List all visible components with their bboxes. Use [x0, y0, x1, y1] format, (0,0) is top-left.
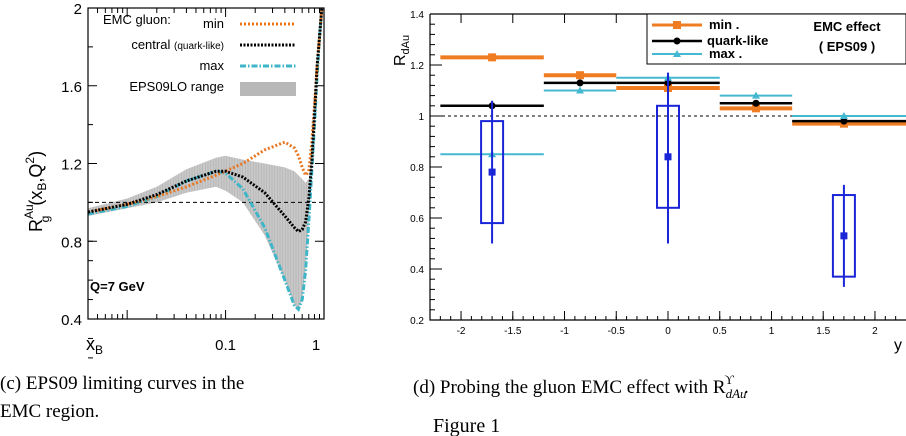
- legend-left: EMC gluon: min central (quark-like) max …: [103, 12, 296, 96]
- x-tick-label-left: 0.1: [215, 337, 236, 354]
- legend-range-label: EPS09LO range: [129, 79, 224, 94]
- data-points-right: [480, 72, 856, 287]
- x-tick-label-left: 1: [312, 337, 320, 354]
- curves-left: [88, 8, 324, 312]
- annotation-q: Q=7 GeV: [90, 279, 145, 294]
- legend-central-label: central (quark-like): [131, 37, 224, 52]
- legend-min-marker-r: [673, 21, 681, 29]
- marker-max: [576, 86, 585, 94]
- legend-range-swatch: [240, 82, 296, 96]
- xlabel-right: y: [894, 337, 902, 354]
- legend-min-label-r: min .: [709, 17, 739, 32]
- marker-quark-like: [752, 99, 760, 107]
- legend-max-label-r: max .: [709, 46, 742, 61]
- data-point: [488, 168, 496, 176]
- x-tick-label-right: -1: [560, 326, 569, 337]
- y-tick-label-left: 0.4: [61, 312, 82, 329]
- y-tick-label-left: 1.2: [61, 157, 82, 174]
- x-tick-label-right: -1.5: [504, 326, 522, 337]
- data-point: [664, 153, 672, 161]
- xlabel-left: xB: [86, 334, 103, 357]
- y-tick-label-right: 1.4: [410, 10, 424, 21]
- x-tick-label-right: -0.5: [608, 326, 626, 337]
- legend-quark-label-r: quark-like: [707, 33, 768, 48]
- y-tick-label-right: 1: [418, 112, 424, 123]
- legend-box-line1: EMC effect: [813, 19, 881, 34]
- legend-max-marker-r: [673, 50, 681, 57]
- marker-max: [839, 112, 848, 119]
- band-area: [88, 8, 322, 310]
- legend-min-label: min: [203, 16, 224, 31]
- marker-quark-like: [576, 79, 584, 87]
- chart-left-emc-curves: 0.4 0.8 1.2 1.6 2 0.1 1 RAu g(xB,Q2) xB Q=7 GeV…: [0, 1, 325, 422]
- legend-quark-marker-r: [673, 37, 681, 45]
- y-tick-label-left: 1.6: [61, 79, 82, 96]
- ylabel-left: RAu g(xB,Q2): [22, 151, 52, 232]
- data-point: [840, 232, 848, 240]
- curve-central: [88, 8, 324, 234]
- legend-max-label: max: [199, 58, 224, 73]
- marker-min: [751, 104, 760, 113]
- eps09-range-band: [88, 8, 324, 319]
- x-tick-label-right: 1: [769, 326, 775, 337]
- y-tick-label-right: 0.8: [410, 163, 424, 174]
- chart-right-rdau: 0.2 0.4 0.6 0.8 1 1.2 1.4 -2 -1.5 -1 -0.5 0 0.5 1 1.5 2…: [392, 10, 906, 436]
- y-tick-label-right: 1.2: [410, 61, 424, 72]
- legend-right-frame: [646, 13, 906, 65]
- figure-label: Figure 1: [433, 415, 500, 436]
- x-tick-label-right: -2: [457, 326, 466, 337]
- x-tick-label-right: 2: [872, 326, 878, 337]
- y-tick-label-left: 0.8: [61, 234, 82, 251]
- ticks-left: 0.4 0.8 1.2 1.6 2 0.1 1: [61, 1, 324, 359]
- ylabel-right: RdAu: [392, 35, 412, 66]
- caption-left-line1: (c) EPS09 limiting curves in the: [0, 373, 244, 394]
- legend-right: min . quark-like max . EMC effect ( EPS0…: [646, 13, 906, 65]
- y-tick-label-right: 0.6: [410, 214, 424, 225]
- data-syst-box: [480, 120, 505, 225]
- data-syst-box: [656, 104, 680, 209]
- x-tick-label-right: 0.5: [713, 326, 727, 337]
- y-tick-label-left: 2: [74, 1, 82, 18]
- y-tick-label-right: 0.4: [410, 265, 424, 276]
- marker-min: [576, 71, 585, 80]
- marker-quark-like: [840, 117, 848, 125]
- x-tick-label-right: 1.5: [816, 326, 830, 337]
- y-tick-label-right: 0.2: [410, 316, 424, 327]
- data-syst-box: [831, 194, 856, 278]
- marker-min: [488, 53, 497, 62]
- curve-min: [88, 8, 324, 214]
- caption-left-line2: EMC region.: [0, 401, 99, 422]
- x-tick-label-right: 0: [665, 326, 671, 337]
- caption-right: (d) Probing the gluon EMC effect with Rd…: [413, 372, 749, 401]
- marker-max: [751, 91, 760, 99]
- legend-box-line2: ( EPS09 ): [819, 39, 875, 54]
- legend-title: EMC gluon:: [103, 12, 171, 27]
